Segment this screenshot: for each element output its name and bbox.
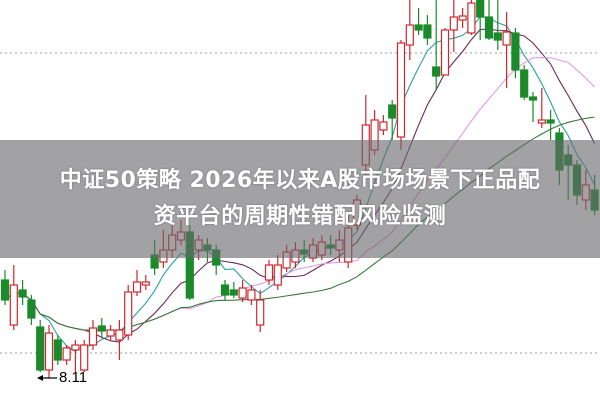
candle-down	[423, 24, 432, 39]
candle-up	[124, 291, 133, 336]
moving-average-line	[4, 15, 596, 352]
candle-down	[27, 299, 36, 319]
candle-up	[379, 121, 388, 131]
candle-down	[229, 289, 238, 296]
candle-down	[528, 96, 538, 101]
low-arrow-icon	[37, 375, 43, 381]
candle-up	[238, 287, 247, 299]
title-banner: 中证50策略 2026年以来A股市场场景下正品配 资平台的周期性错配风险监测	[0, 140, 600, 258]
candle-down	[432, 66, 441, 77]
candle-up	[449, 16, 458, 31]
candle-up	[9, 284, 18, 326]
candle-up	[44, 332, 54, 371]
moving-average-line	[4, 28, 596, 343]
banner-title-line-1: 中证50策略 2026年以来A股市场场景下正品配	[59, 168, 541, 193]
candle-down	[511, 32, 520, 71]
candle-down	[18, 289, 27, 298]
candle-up	[273, 264, 282, 286]
candle-up	[440, 29, 450, 76]
candle-down	[53, 339, 62, 361]
candle-up	[71, 344, 80, 351]
candle-down	[36, 326, 45, 371]
banner-title-line-2: 资平台的周期性错配风险监测	[153, 204, 447, 229]
candle-up	[537, 119, 546, 124]
low-price-label: 8.11	[59, 369, 88, 386]
candle-up	[256, 299, 265, 326]
candle-up	[106, 329, 115, 337]
candle-down	[0, 279, 10, 301]
candle-up	[264, 264, 274, 281]
candle-up	[396, 42, 406, 138]
candle-down	[493, 32, 502, 41]
candle-up	[132, 281, 142, 293]
candle-up	[467, 2, 476, 34]
candle-down	[520, 69, 529, 98]
candle-down	[220, 284, 230, 296]
candle-up	[62, 347, 71, 361]
candle-up	[80, 344, 89, 371]
candle-up	[502, 31, 511, 46]
candle-down	[476, 0, 485, 18]
candle-down	[546, 119, 555, 124]
candle-down	[484, 16, 494, 39]
candle-up	[141, 281, 150, 286]
candle-down	[414, 24, 423, 31]
candle-up	[405, 24, 414, 46]
candle-up	[115, 329, 124, 341]
candle-down	[388, 104, 397, 119]
candle-up	[88, 327, 98, 346]
candle-up	[247, 289, 256, 301]
candle-up	[458, 15, 467, 21]
candle-down	[97, 325, 106, 332]
